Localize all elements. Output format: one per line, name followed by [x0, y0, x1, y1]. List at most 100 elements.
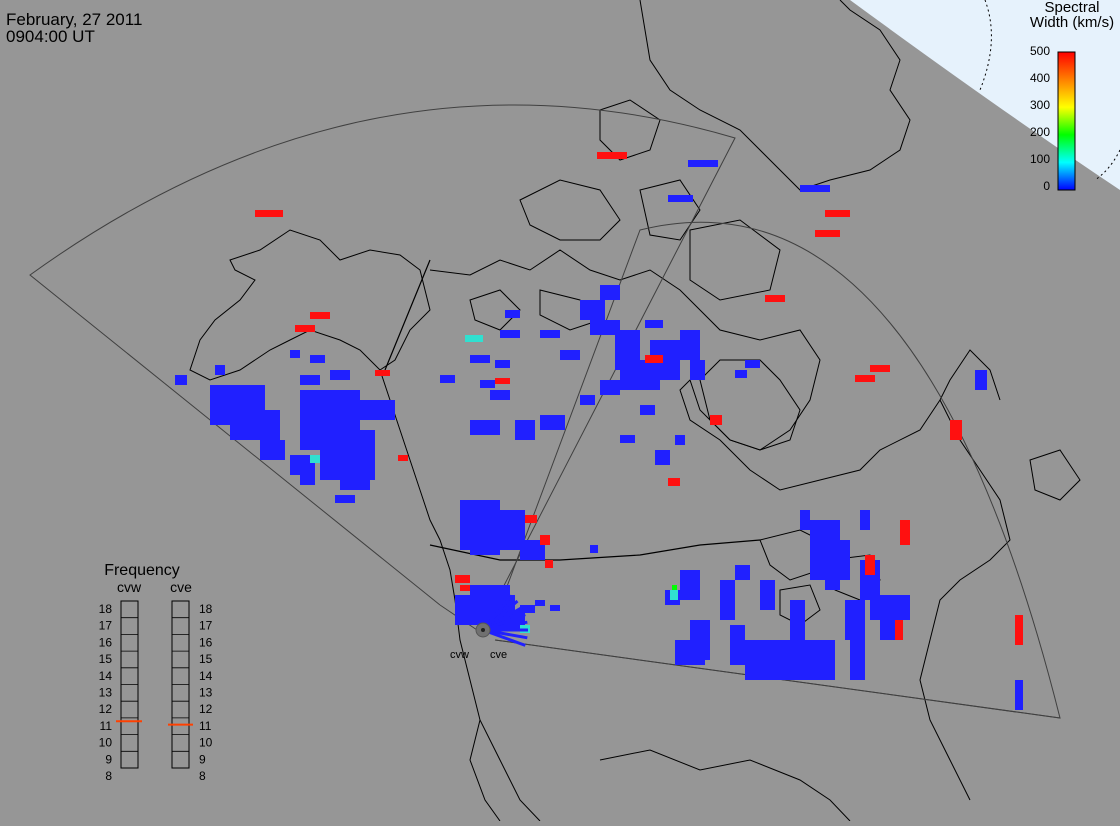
scatter-cell: [310, 312, 330, 319]
frequency-tick-right: 10: [199, 736, 213, 750]
frequency-tick-left: 11: [100, 719, 113, 733]
frequency-tick-right: 8: [199, 769, 206, 783]
colorbar-gradient: [1057, 51, 1076, 191]
scatter-cell: [505, 310, 520, 318]
scatter-cell: [688, 160, 718, 167]
frequency-tick-left: 9: [105, 752, 112, 766]
scatter-cell: [800, 185, 830, 192]
scatter-cell: [645, 320, 663, 328]
scatter-cell: [580, 300, 605, 320]
scatter-cell: [480, 380, 495, 388]
scatter-cell: [680, 570, 700, 600]
scatter-cell: [500, 330, 520, 338]
frequency-tick-right: 16: [199, 635, 213, 649]
scatter-cell: [398, 455, 408, 461]
scatter-cell: [540, 535, 550, 545]
scatter-cell: [520, 540, 545, 560]
scatter-cell: [845, 600, 865, 640]
scatter-cell: [745, 640, 835, 680]
border-alaska: [384, 259, 431, 371]
colorbar-tick: 100: [1030, 152, 1050, 166]
scatter-cell: [300, 375, 320, 385]
scatter-cell: [525, 515, 537, 523]
scatter-cell: [645, 355, 663, 363]
frequency-title: Frequency: [104, 562, 180, 579]
scatter-cell: [720, 580, 735, 620]
scatter-cell: [825, 580, 840, 590]
scatter-cell: [290, 455, 315, 475]
scatter-cell: [310, 355, 325, 363]
scatter-cell: [745, 360, 760, 368]
sky-region: [850, 0, 1120, 190]
scatter-cell: [800, 510, 810, 530]
time-label: 0904:00 UT: [6, 27, 95, 46]
scatter-cell: [870, 595, 910, 620]
scatter-cell: [690, 360, 705, 380]
frequency-tick-right: 11: [199, 719, 212, 733]
scatter-cell: [710, 415, 722, 425]
frequency-panel: Frequency cvw cve 18 18 17 17 16 16 15 15 14 14 13…: [99, 562, 213, 783]
colorbar-title-2: Width (km/s): [1030, 14, 1114, 31]
frequency-tick-right: 17: [199, 619, 213, 633]
scatter-cell: [460, 585, 470, 591]
scatter-cell: [975, 370, 987, 390]
scatter-cell: [255, 210, 283, 217]
backscatter-layer: [175, 152, 1023, 710]
frequency-col-cve: cve: [170, 579, 192, 595]
scatter-cell: [550, 605, 560, 611]
scatter-cell: [900, 520, 910, 545]
scatter-cell: [465, 335, 483, 342]
scatter-cell: [360, 400, 395, 420]
scatter-cell: [520, 605, 535, 613]
scatter-cell: [470, 355, 490, 363]
scatter-cell: [470, 540, 500, 555]
frequency-tick-right: 14: [199, 669, 213, 683]
scatter-cell: [260, 440, 285, 460]
frequency-tick-left: 13: [99, 686, 113, 700]
scatter-cell: [540, 415, 565, 430]
scatter-cell: [495, 360, 510, 368]
scatter-cell: [340, 470, 370, 490]
frequency-tick-left: 16: [99, 635, 113, 649]
frequency-tick-right: 12: [199, 702, 213, 716]
scatter-cell: [470, 420, 500, 435]
scatter-cell: [545, 560, 553, 568]
colorbar-tick: 500: [1030, 44, 1050, 58]
scatter-cell: [230, 410, 280, 440]
scatter-spoke: [482, 628, 526, 647]
scatter-cell: [375, 370, 390, 376]
scatter-cell: [815, 230, 840, 237]
scatter-cell: [825, 210, 850, 217]
scatter-cell: [330, 370, 350, 380]
frequency-tick-left: 17: [99, 619, 113, 633]
frequency-tick-left: 18: [99, 602, 113, 616]
scatter-cell: [670, 590, 678, 600]
colorbar: Spectral Width (km/s) 500 400 300 200 10…: [1030, 0, 1114, 193]
scatter-cell: [850, 640, 865, 680]
scatter-cell: [830, 540, 850, 580]
frequency-tick-right: 9: [199, 752, 206, 766]
scatter-cell: [860, 510, 870, 530]
scatter-cell: [495, 378, 510, 384]
frequency-tick-right: 15: [199, 652, 213, 666]
scatter-cell: [675, 640, 705, 665]
frequency-tick-left: 12: [99, 702, 113, 716]
scatter-cell: [597, 152, 627, 159]
scatter-cell: [600, 285, 620, 300]
frequency-tick-left: 8: [105, 769, 112, 783]
scatter-cell: [668, 195, 693, 202]
scatter-cell: [590, 545, 598, 553]
scatter-cell: [1015, 615, 1023, 645]
scatter-cell: [655, 450, 670, 465]
scatter-cell: [895, 620, 903, 640]
scatter-cell: [640, 405, 655, 415]
pole-dotted-circle: [979, 0, 992, 91]
scatter-cell: [290, 350, 300, 358]
scatter-cell: [668, 478, 680, 486]
colorbar-tick: 0: [1043, 179, 1050, 193]
scatter-cell: [335, 495, 355, 503]
scatter-cell: [310, 455, 320, 463]
scatter-cell: [175, 375, 187, 385]
